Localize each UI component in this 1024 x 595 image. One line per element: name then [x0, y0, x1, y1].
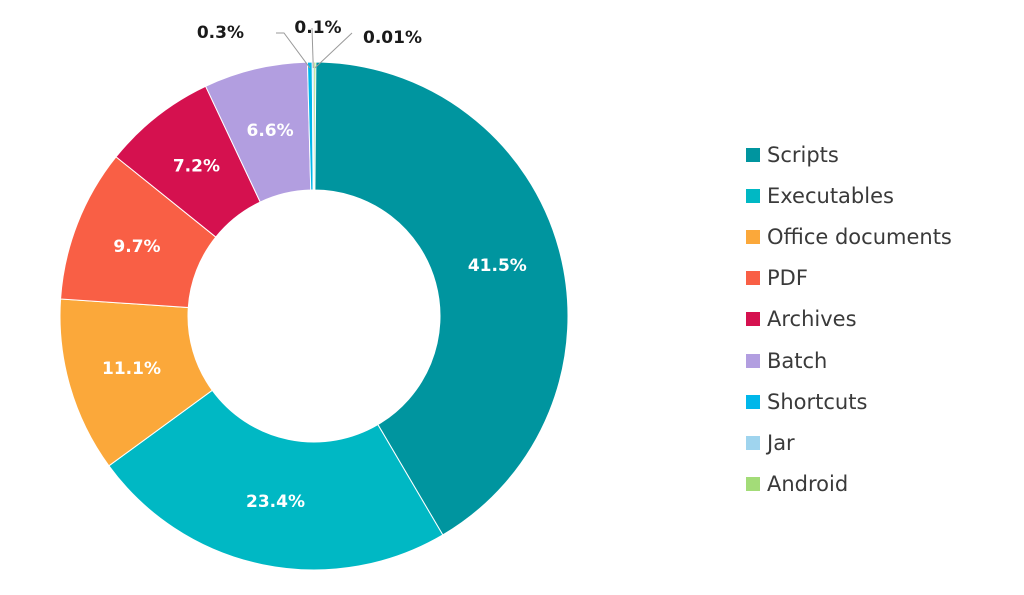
slice-scripts — [313, 61, 569, 536]
legend-label: Shortcuts — [767, 389, 868, 414]
legend-swatch — [746, 312, 760, 327]
legend-item: Android — [746, 464, 952, 505]
donut-slices — [59, 61, 569, 571]
legend-item: Jar — [746, 422, 952, 463]
legend-label: Jar — [767, 430, 795, 455]
slice-label-office-documents: 11.1% — [102, 359, 161, 379]
leader-line — [311, 27, 314, 69]
legend-swatch — [746, 271, 760, 286]
legend-item: Batch — [746, 340, 952, 381]
slice-label-android: 0.01% — [363, 28, 422, 48]
legend-label: Scripts — [767, 142, 839, 167]
legend-item: Shortcuts — [746, 381, 952, 422]
legend-swatch — [746, 188, 760, 203]
legend-swatch — [746, 229, 760, 244]
slice-label-executables: 23.4% — [246, 492, 305, 512]
legend-item: Archives — [746, 299, 952, 340]
slice-label-shortcuts: 0.3% — [197, 23, 244, 43]
legend-label: Executables — [767, 183, 894, 208]
leader-line — [276, 32, 311, 69]
legend-item: Scripts — [746, 134, 952, 175]
legend-swatch — [746, 394, 760, 409]
chart-legend: Scripts Executables Office documents PDF Arc… — [746, 134, 952, 505]
slice-label-pdf: 9.7% — [113, 237, 160, 257]
legend-label: Android — [767, 472, 849, 497]
slice-label-scripts: 41.5% — [468, 256, 527, 276]
legend-swatch — [746, 353, 760, 368]
legend-swatch — [746, 435, 760, 450]
slice-label-archives: 7.2% — [173, 157, 220, 177]
legend-swatch — [746, 477, 760, 492]
slice-label-batch: 6.6% — [246, 121, 293, 141]
legend-item: PDF — [746, 258, 952, 299]
legend-label: Batch — [767, 348, 828, 373]
slice-executables — [108, 389, 444, 571]
legend-swatch — [746, 147, 760, 162]
legend-label: PDF — [767, 266, 808, 291]
slice-label-jar: 0.1% — [294, 18, 341, 38]
legend-item: Office documents — [746, 216, 952, 257]
legend-item: Executables — [746, 175, 952, 216]
legend-label: Archives — [767, 307, 857, 332]
legend-label: Office documents — [767, 224, 952, 249]
slice-android — [313, 61, 317, 191]
slice-labels: 41.5% 23.4% 11.1% 9.7% 7.2% 6.6% 0.3% 0.1% 0.01% — [102, 18, 527, 512]
leader-line — [314, 32, 353, 69]
